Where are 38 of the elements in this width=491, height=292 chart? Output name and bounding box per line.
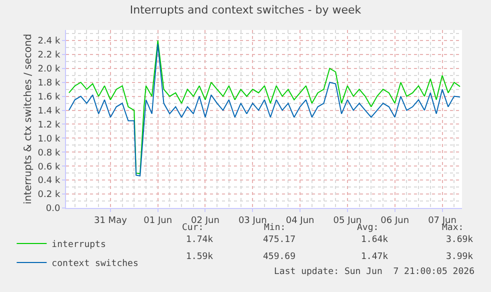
y-tick-label: 2.2 k bbox=[38, 50, 61, 61]
y-axis-title: interrupts & ctx switches / second bbox=[22, 34, 34, 204]
x-tick-label: 01 Jun bbox=[144, 216, 172, 226]
text: 1.64k bbox=[361, 235, 389, 245]
y-tick-label: 0.6 k bbox=[38, 162, 61, 172]
y-tick-label: 0.2 k bbox=[38, 190, 61, 200]
legend-label: context switches bbox=[52, 259, 138, 270]
legend-label: interrupts bbox=[52, 240, 106, 250]
text: Max: bbox=[442, 223, 464, 233]
y-tick-label: 0.4 k bbox=[38, 176, 61, 186]
x-tick-label: 07 Jun bbox=[428, 216, 456, 226]
y-tick-label: 1.2 k bbox=[38, 120, 61, 130]
text: 459.69 bbox=[263, 252, 296, 262]
text: 475.17 bbox=[263, 235, 296, 245]
y-tick-label: 2.0 k bbox=[38, 64, 61, 75]
text: Avg: bbox=[357, 223, 379, 233]
text: 1.74k bbox=[186, 235, 214, 245]
text: 3.99k bbox=[446, 252, 474, 262]
text: Last update: Sun Jun 7 21:00:05 2026 bbox=[274, 267, 474, 277]
y-tick-label: 0.0 bbox=[46, 204, 60, 214]
text: Min: bbox=[264, 223, 286, 233]
x-tick-label: 06 Jun bbox=[380, 216, 410, 226]
text: 1.59k bbox=[186, 252, 214, 262]
text: Cur: bbox=[182, 223, 204, 233]
text: 1.47k bbox=[361, 252, 389, 262]
y-tick-label: 2.4 k bbox=[38, 36, 61, 47]
x-tick-label: 02 Jun bbox=[191, 216, 220, 226]
x-tick-label: 31 May bbox=[94, 216, 128, 226]
chart-title: Interrupts and context switches - by week bbox=[130, 4, 362, 17]
x-tick-label: 05 Jun bbox=[333, 216, 362, 226]
y-tick-label: 0.8 k bbox=[38, 148, 61, 158]
y-tick-label: 1.8 k bbox=[38, 78, 61, 88]
y-tick-label: 1.0 k bbox=[38, 134, 61, 144]
y-tick-label: 1.4 k bbox=[38, 106, 61, 116]
y-tick-label: 1.6 k bbox=[38, 92, 61, 102]
x-tick-label: 03 Jun bbox=[238, 216, 267, 226]
text: 3.69k bbox=[446, 235, 474, 245]
x-tick-label: 04 Jun bbox=[286, 216, 314, 226]
